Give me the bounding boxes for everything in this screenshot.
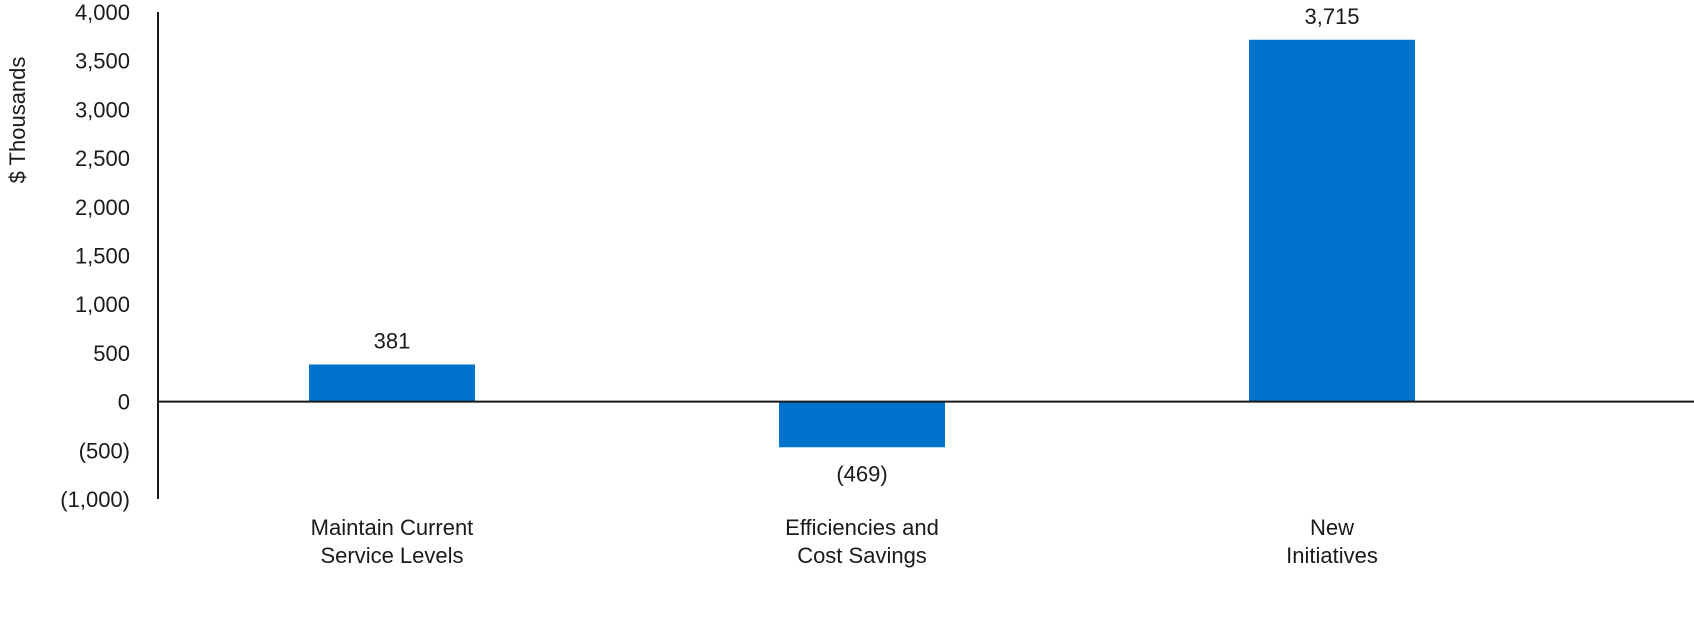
y-tick-label: 2,000	[75, 195, 130, 220]
y-tick-label: 1,000	[75, 292, 130, 317]
category-label-line: Service Levels	[320, 543, 463, 568]
category-label-line: Cost Savings	[797, 543, 927, 568]
category-label-line: Maintain Current	[311, 515, 474, 540]
y-axis-title: $ Thousands	[5, 57, 30, 184]
y-tick-label: 3,500	[75, 49, 130, 74]
bar	[1249, 39, 1415, 402]
data-labels: 381 (469) 3,715	[374, 4, 1360, 487]
y-axis-ticks: 4,000 3,500 3,000 2,500 2,000 1,500 1,000 500 0 (…	[60, 0, 130, 512]
category-label-line: Efficiencies and	[785, 515, 939, 540]
y-tick-label: 2,500	[75, 146, 130, 171]
data-label: 3,715	[1304, 4, 1359, 29]
data-label: (469)	[836, 461, 887, 486]
category-label: Maintain Current Service Levels	[311, 515, 474, 568]
bar	[779, 401, 945, 448]
y-tick-label: (1,000)	[60, 487, 130, 512]
y-tick-label: 4,000	[75, 0, 130, 25]
y-tick-label: 3,000	[75, 97, 130, 122]
data-label: 381	[374, 328, 411, 353]
category-label-line: New	[1310, 515, 1354, 540]
y-tick-label: 500	[93, 341, 130, 366]
category-label: New Initiatives	[1286, 515, 1378, 568]
bars	[309, 39, 1415, 448]
category-label-line: Initiatives	[1286, 543, 1378, 568]
category-label: Efficiencies and Cost Savings	[785, 515, 939, 568]
y-tick-label: 1,500	[75, 244, 130, 269]
bar	[309, 364, 475, 402]
category-labels: Maintain Current Service Levels Efficienci…	[311, 515, 1378, 568]
y-tick-label: (500)	[79, 438, 130, 463]
y-tick-label: 0	[118, 390, 130, 415]
